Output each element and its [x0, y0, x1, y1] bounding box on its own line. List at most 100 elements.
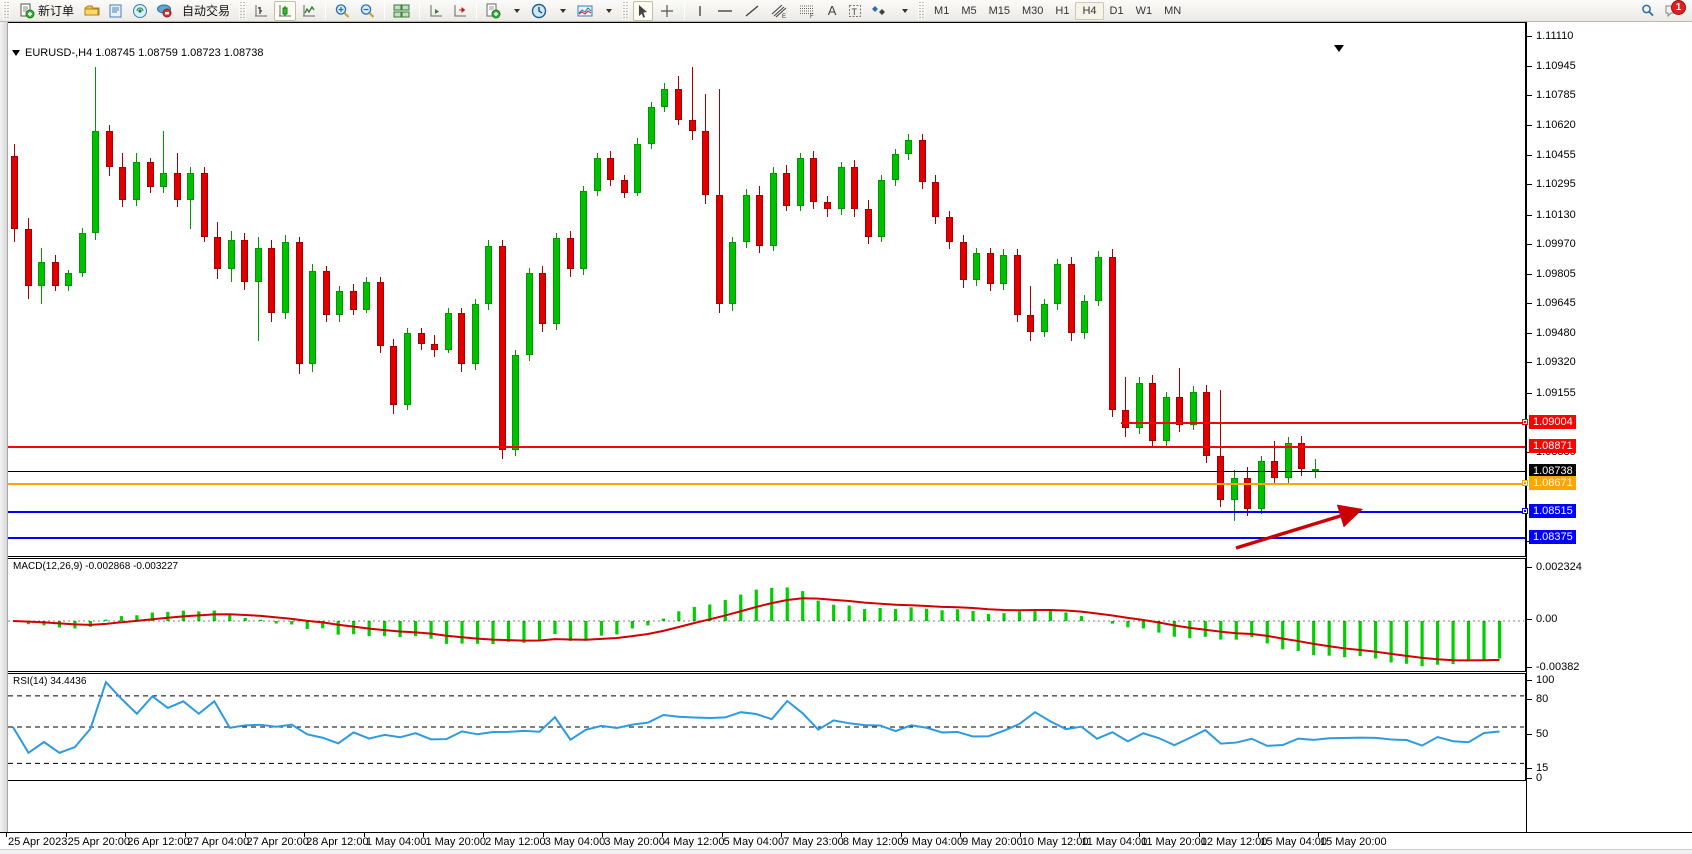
- timeframe-m30[interactable]: M30: [1022, 4, 1044, 17]
- chart-area[interactable]: EURUSD-,H4 1.08745 1.08759 1.08723 1.087…: [0, 22, 1692, 854]
- period-dropdown[interactable]: [552, 1, 572, 21]
- indicators-button[interactable]: [574, 1, 596, 21]
- candle-body: [566, 238, 574, 270]
- price-pane[interactable]: [8, 22, 1528, 557]
- chart-vertical-scrollbar[interactable]: [0, 22, 8, 832]
- resistance-line-1-price-label[interactable]: 1.09004: [1529, 415, 1576, 430]
- tile-windows-button[interactable]: [390, 1, 414, 21]
- candle-body: [1067, 264, 1075, 334]
- text-label-icon: T: [849, 4, 862, 17]
- chart-shift-button[interactable]: [449, 1, 471, 21]
- timeframe-m1[interactable]: M1: [934, 4, 950, 17]
- toolbar-separator: [325, 2, 327, 19]
- chart-type-grip[interactable]: [239, 1, 247, 20]
- cursor-button[interactable]: [633, 0, 654, 21]
- bar-chart-button[interactable]: [250, 1, 272, 21]
- order-line-handle[interactable]: [1522, 479, 1528, 486]
- time-tick: 15 May 04:00: [1260, 836, 1328, 848]
- candle-body: [1122, 410, 1130, 429]
- equidistant-channel-button[interactable]: E: [766, 1, 792, 21]
- macd-pane[interactable]: MACD(12,26,9) -0.002868 -0.003227: [8, 558, 1526, 672]
- timeframe-d1[interactable]: D1: [1109, 4, 1124, 17]
- time-scale[interactable]: 25 Apr 2023 25 Apr 20:00 26 Apr 12:00 27 Ap…: [0, 832, 1692, 854]
- time-divider: [900, 833, 902, 837]
- time-divider: [244, 833, 246, 837]
- rsi-tick: 80: [1527, 693, 1548, 705]
- candle-body: [322, 271, 330, 316]
- chart-collapse-triangle-icon[interactable]: [1334, 45, 1344, 52]
- document-plus-icon: [20, 3, 35, 18]
- indicators-dropdown[interactable]: [598, 1, 618, 21]
- chart-menu-triangle-icon[interactable]: [12, 50, 20, 56]
- search-button[interactable]: [1637, 1, 1659, 21]
- text-button[interactable]: A: [822, 1, 842, 21]
- svg-text:E: E: [782, 14, 786, 19]
- zoom-in-button[interactable]: [331, 1, 354, 21]
- notifications-button[interactable]: 1: [1660, 0, 1686, 21]
- support-line-2-price-label[interactable]: 1.08375: [1529, 530, 1576, 544]
- drawing-grip[interactable]: [622, 1, 630, 20]
- support-line-1-handle[interactable]: [1522, 508, 1528, 515]
- metaeditor-button[interactable]: [105, 1, 127, 21]
- resistance-line-2-price-label[interactable]: 1.08871: [1529, 439, 1576, 454]
- resistance-line-2-stroke: [8, 446, 1525, 449]
- period-button[interactable]: [528, 1, 550, 21]
- terminal-button[interactable]: [81, 1, 103, 21]
- line-chart-button[interactable]: [298, 1, 320, 21]
- current-price-line-price-label[interactable]: 1.08738: [1529, 463, 1576, 478]
- rsi-pane[interactable]: RSI(14) 34.4436: [8, 673, 1526, 781]
- timeframe-m15[interactable]: M15: [988, 4, 1010, 17]
- candle-body: [51, 262, 59, 286]
- candle-body: [1013, 254, 1021, 316]
- objects-button[interactable]: [868, 1, 892, 21]
- time-divider: [960, 833, 962, 837]
- time-divider: [542, 833, 544, 837]
- auto-scroll-button[interactable]: [425, 1, 447, 21]
- support-line-1-price-label[interactable]: 1.08515: [1529, 504, 1576, 519]
- autotrading-button[interactable]: 自动交易: [177, 1, 235, 21]
- templates-dropdown[interactable]: [506, 1, 526, 21]
- templates-button[interactable]: [482, 1, 504, 21]
- timeframe-h4[interactable]: H4: [1075, 1, 1104, 20]
- time-tick: 9 May 20:00: [962, 836, 1023, 848]
- toolbar-grip[interactable]: [3, 1, 10, 20]
- timeframe-m5[interactable]: M5: [961, 4, 977, 17]
- timeframe-mn[interactable]: MN: [1164, 4, 1182, 17]
- line-chart-icon: [303, 4, 316, 16]
- time-tick: 9 May 04:00: [902, 836, 964, 848]
- resistance-line-1-handle[interactable]: [1522, 419, 1528, 426]
- new-order-button[interactable]: 新订单: [14, 1, 79, 21]
- template-plus-icon: [486, 3, 501, 18]
- objects-dropdown[interactable]: [894, 1, 914, 21]
- candlestick-chart-button[interactable]: [274, 0, 297, 21]
- signals-button[interactable]: [129, 1, 151, 21]
- candle-body: [390, 346, 398, 405]
- market-button[interactable]: [153, 1, 175, 21]
- chart-symbol-header[interactable]: EURUSD-,H4 1.08745 1.08759 1.08723 1.087…: [12, 47, 264, 59]
- crosshair-button[interactable]: [655, 1, 679, 21]
- time-divider: [781, 833, 783, 837]
- candle-body: [363, 282, 371, 310]
- toolbar-separator-3: [419, 2, 421, 19]
- fibonacci-button[interactable]: F: [794, 1, 820, 21]
- horizontal-line-button[interactable]: [712, 1, 738, 21]
- candle-body: [295, 242, 303, 365]
- timeframe-grip[interactable]: [918, 1, 926, 20]
- zoom-out-button[interactable]: [356, 1, 379, 21]
- text-label-button[interactable]: T: [844, 1, 866, 21]
- timeframe-w1[interactable]: W1: [1135, 4, 1153, 17]
- time-tick: 25 Apr 20:00: [67, 836, 131, 848]
- time-divider: [6, 833, 7, 837]
- time-divider: [65, 833, 67, 837]
- timeframe-h1[interactable]: H1: [1055, 4, 1070, 17]
- candle-body: [905, 139, 913, 155]
- candle-body: [945, 216, 953, 243]
- price-scale[interactable]: 1.11110 1.10945 1.10785 1.10620 1.10455 1.102…: [1526, 22, 1692, 832]
- vertical-line-button[interactable]: [690, 1, 710, 21]
- trendline-button[interactable]: [740, 1, 764, 21]
- order-line-price-label[interactable]: 1.08671: [1529, 475, 1576, 490]
- current-price-line-stroke: [8, 470, 1525, 472]
- editor-icon: [109, 4, 122, 17]
- price-tick: 1.09805: [1527, 268, 1576, 280]
- time-tick: 3 May 04:00: [544, 836, 606, 848]
